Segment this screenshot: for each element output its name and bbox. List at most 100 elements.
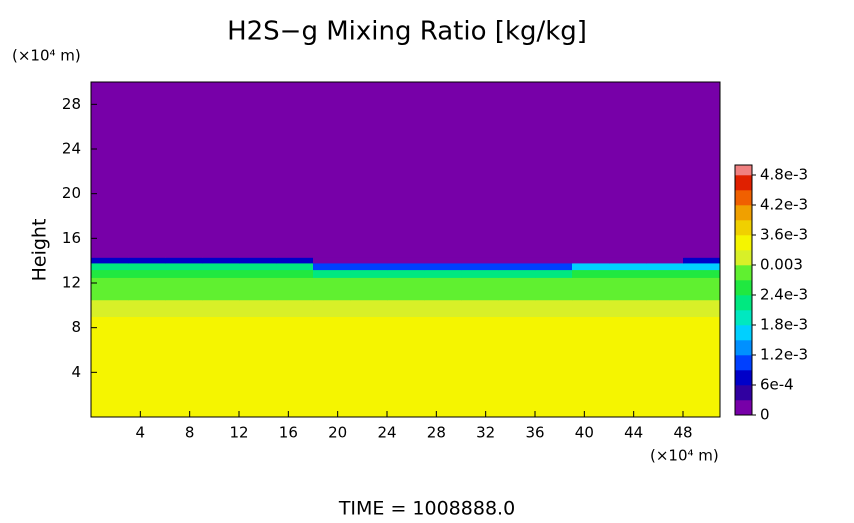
cell [498,269,536,278]
colorbar-band [735,280,752,296]
colorbar-frame [734,164,753,416]
cell [239,82,277,258]
cell [387,257,425,264]
cell [239,277,277,290]
cell [424,257,462,264]
x-unit: (×10⁴ m) [650,447,719,465]
cell [535,257,573,264]
colorbar-band [735,340,752,356]
x-tick-label: 20 [328,424,347,442]
cell [498,262,536,271]
cell [165,288,203,301]
cell [276,262,314,271]
cell [350,277,388,290]
cell [202,269,240,278]
cell [350,269,388,278]
cell [609,316,647,418]
x-tick-label: 24 [377,424,396,442]
cell [387,288,425,301]
cell [350,262,388,271]
y-unit: (×10⁴ m) [12,47,81,65]
cell [276,288,314,301]
cell [350,82,388,258]
colorbar-band [735,400,752,416]
colorbar-tick-label: 4.2e-3 [760,196,808,214]
cell [498,82,536,258]
cell [424,288,462,301]
colorbar-band [735,250,752,266]
cell [276,299,314,317]
colorbar-tick-label: 6e-4 [760,376,794,394]
cell [646,269,684,278]
x-tick-label: 16 [279,424,298,442]
cell [646,288,684,301]
cell [609,257,647,264]
cell [313,299,351,317]
x-tick-label: 36 [525,424,544,442]
cell [239,269,277,278]
cell [683,299,721,317]
colorbar-band [735,370,752,386]
x-tick-label: 48 [673,424,692,442]
cell [535,316,573,418]
x-tick-label: 4 [136,424,146,442]
cell [91,262,129,271]
cell [609,82,647,258]
cell [461,288,499,301]
cell [683,257,721,264]
cell [128,262,166,271]
cell [424,82,462,258]
x-tick-label: 44 [624,424,643,442]
cell [572,269,610,278]
cell [424,269,462,278]
cell [202,82,240,258]
cell [535,299,573,317]
cell [498,257,536,264]
cell [202,316,240,418]
cell [498,299,536,317]
cell [609,277,647,290]
cell [202,288,240,301]
cell [239,299,277,317]
cell [350,257,388,264]
cell [91,257,129,264]
cell [498,316,536,418]
cell [313,277,351,290]
cell [350,299,388,317]
cell [128,269,166,278]
colorbar-band [735,175,752,191]
colorbar-tick-label: 1.8e-3 [760,316,808,334]
cell [572,316,610,418]
cell [313,316,351,418]
cell [128,288,166,301]
colorbar-tick-label: 1.2e-3 [760,346,808,364]
cell [276,277,314,290]
cell [313,262,351,271]
cell [535,269,573,278]
colorbar-tick-label: 4.8e-3 [760,166,808,184]
cell [646,316,684,418]
cell [165,262,203,271]
cell [572,262,610,271]
cell [313,269,351,278]
cell [91,277,129,290]
cell [683,277,721,290]
cell [572,288,610,301]
cell [313,288,351,301]
cell [387,299,425,317]
cell [461,269,499,278]
cell [239,257,277,264]
cell [276,269,314,278]
colorbar-band [735,235,752,251]
cell [498,288,536,301]
cell [202,262,240,271]
x-tick-label: 32 [476,424,495,442]
colorbar-band [735,190,752,206]
cell [128,82,166,258]
y-tick-label: 28 [62,95,81,113]
cell [91,82,129,258]
cell [498,277,536,290]
y-tick-label: 4 [71,363,81,381]
colorbar-tick-label: 0 [760,406,770,424]
